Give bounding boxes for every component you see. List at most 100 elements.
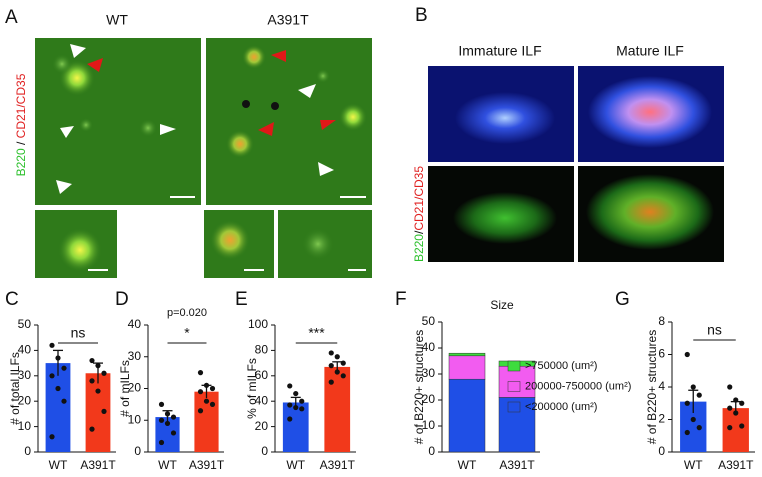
p-value: p=0.020 xyxy=(167,307,207,319)
data-point xyxy=(61,365,67,371)
data-point xyxy=(328,350,334,356)
data-point xyxy=(197,408,204,414)
follicle xyxy=(586,174,714,250)
arrow-white xyxy=(60,126,74,138)
data-point xyxy=(690,416,696,423)
data-point xyxy=(89,426,95,432)
follicle xyxy=(79,118,93,132)
y-tick-label: 10 xyxy=(18,419,32,433)
bar-segment xyxy=(448,378,486,453)
data-point xyxy=(164,420,171,427)
data-point xyxy=(340,373,346,379)
x-tick-label: WT xyxy=(458,458,477,472)
data-point xyxy=(299,398,305,404)
y-tick-label: 6 xyxy=(658,347,665,361)
column-label: WT xyxy=(106,12,128,28)
data-point xyxy=(203,382,210,388)
y-axis-label: # of B220+ structures xyxy=(645,330,659,444)
panel-b: B Immature ILF Mature ILF B220/CD21/CD35 xyxy=(412,5,724,262)
arrow-red xyxy=(87,58,103,72)
data-point xyxy=(61,398,67,404)
data-point xyxy=(95,363,101,369)
x-tick-label: A391T xyxy=(80,458,116,472)
panel-label: G xyxy=(615,289,630,310)
data-point xyxy=(170,430,177,436)
data-point xyxy=(696,425,702,431)
y-tick-label: 40 xyxy=(18,343,32,357)
stain-part: B220 xyxy=(14,148,28,176)
data-point xyxy=(739,423,745,429)
x-tick-label: A391T xyxy=(320,458,356,472)
follicle xyxy=(588,76,712,148)
significance-label: *** xyxy=(308,325,325,341)
stain-label: B220 / CD21/CD35 xyxy=(14,73,28,176)
significance-label: * xyxy=(184,325,190,341)
y-tick-label: 20 xyxy=(422,392,436,406)
follicle xyxy=(52,54,72,74)
legend-label: >750000 (um²) xyxy=(525,360,597,372)
y-tick-label: 20 xyxy=(128,381,142,395)
y-axis-label: # of total ILFs xyxy=(8,352,22,425)
column-label: A391T xyxy=(267,12,309,28)
follicle xyxy=(139,119,157,137)
data-point xyxy=(328,379,334,385)
legend-swatch xyxy=(507,360,521,372)
y-tick-label: 2 xyxy=(658,412,665,426)
y-tick-label: 10 xyxy=(128,412,142,426)
follicle xyxy=(58,228,102,272)
data-point xyxy=(733,397,739,403)
data-point xyxy=(287,383,293,389)
bubble xyxy=(271,102,279,110)
y-tick-label: 0 xyxy=(261,444,268,458)
panel-label: B xyxy=(415,5,428,26)
stain-part: CD21/CD35 xyxy=(412,166,426,231)
data-point xyxy=(696,392,702,398)
follicle xyxy=(316,69,330,83)
y-tick-label: 0 xyxy=(658,444,665,458)
data-point xyxy=(49,434,55,440)
x-tick-label: WT xyxy=(684,458,703,472)
data-point xyxy=(197,389,204,395)
data-point xyxy=(299,406,305,412)
y-tick-label: 10 xyxy=(422,418,436,432)
bar xyxy=(282,402,309,452)
data-point xyxy=(203,398,210,404)
bubble xyxy=(242,100,250,108)
bar-segment xyxy=(448,355,486,380)
y-axis-label: # of mILFs xyxy=(118,360,132,417)
data-point xyxy=(690,384,696,390)
y-tick-label: 40 xyxy=(422,340,436,354)
x-tick-label: WT xyxy=(49,458,68,472)
panel-label: D xyxy=(115,289,129,310)
data-point xyxy=(49,342,55,348)
bar xyxy=(85,373,111,452)
panel-label: F xyxy=(395,289,407,310)
x-tick-label: A391T xyxy=(189,458,225,472)
data-point xyxy=(334,369,340,375)
x-tick-label: A391T xyxy=(718,458,754,472)
x-tick-label: WT xyxy=(286,458,305,472)
data-point xyxy=(55,355,61,361)
y-tick-label: 8 xyxy=(658,314,665,328)
data-point xyxy=(684,429,690,436)
y-tick-label: 100 xyxy=(248,317,268,331)
y-tick-label: 50 xyxy=(18,317,32,331)
data-point xyxy=(95,388,101,394)
y-tick-label: 0 xyxy=(134,444,141,458)
data-point xyxy=(334,354,340,360)
y-axis-label: # of B220+ structures xyxy=(412,330,426,444)
y-tick-label: 60 xyxy=(255,368,269,382)
y-tick-label: 40 xyxy=(128,317,142,331)
data-point xyxy=(340,360,346,366)
column-label: Immature ILF xyxy=(458,43,541,59)
data-point xyxy=(170,414,177,420)
data-point xyxy=(55,385,61,392)
data-point xyxy=(684,400,690,406)
data-point xyxy=(101,370,107,376)
arrow-white xyxy=(318,162,334,176)
arrow-white xyxy=(70,44,86,58)
data-point xyxy=(101,408,107,414)
y-tick-label: 30 xyxy=(422,366,436,380)
y-tick-label: 30 xyxy=(128,349,142,363)
